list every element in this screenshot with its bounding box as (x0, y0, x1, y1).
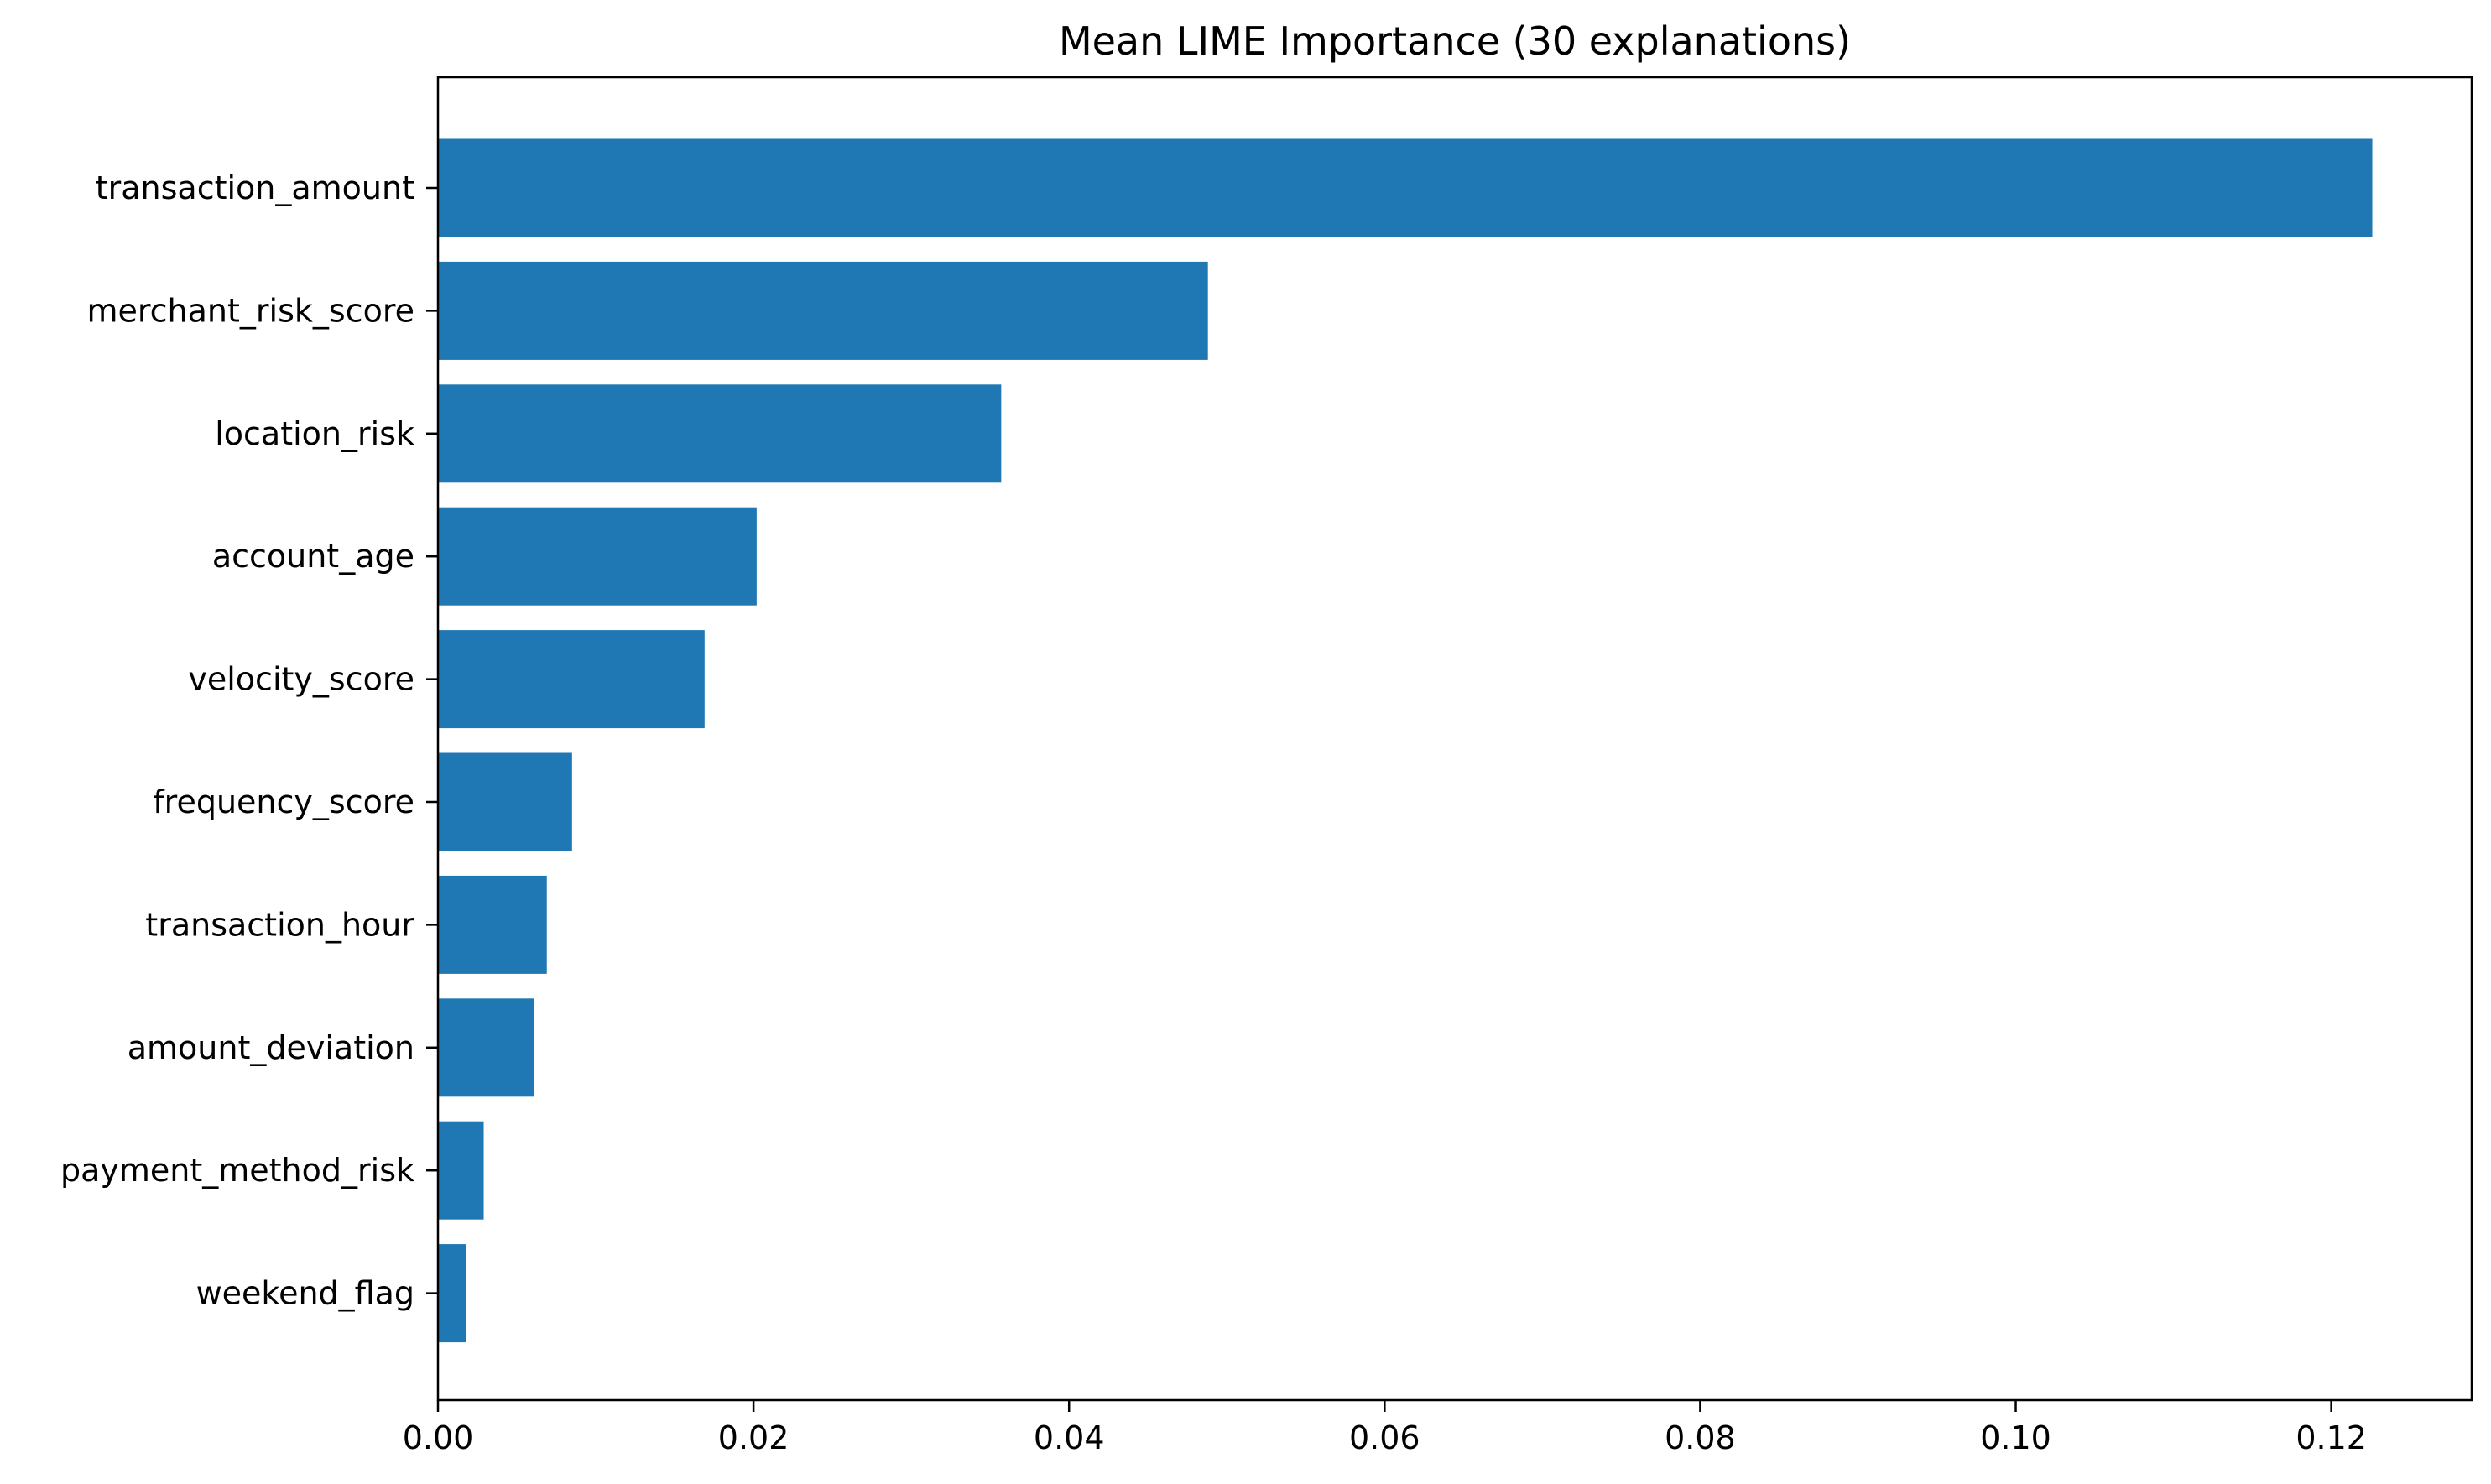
bars-layer (438, 138, 2373, 1343)
x-tick-label: 0.00 (403, 1419, 474, 1456)
y-tick-label: payment_method_risk (60, 1152, 414, 1189)
x-tick-label: 0.08 (1665, 1419, 1736, 1456)
x-tick-label: 0.04 (1034, 1419, 1105, 1456)
y-tick-label: weekend_flag (196, 1275, 414, 1312)
x-tick-label: 0.02 (718, 1419, 790, 1456)
x-axis-ticks: 0.00 0.02 0.04 0.06 0.08 0.10 0.12 (403, 1400, 2367, 1456)
y-tick-label: transaction_amount (96, 169, 414, 206)
y-tick-label: frequency_score (153, 784, 414, 820)
y-tick-label: transaction_hour (145, 906, 414, 943)
bar-weekend-flag (438, 1244, 466, 1343)
bar-account-age (438, 507, 757, 606)
bar-transaction-amount (438, 138, 2373, 237)
bar-location-risk (438, 384, 1002, 483)
y-tick-label: merchant_risk_score (86, 292, 414, 329)
y-tick-label: account_age (212, 538, 414, 575)
y-tick-label: location_risk (215, 415, 414, 452)
bar-transaction-hour (438, 875, 547, 974)
bar-velocity-score (438, 630, 705, 729)
bar-amount-deviation (438, 998, 534, 1097)
x-tick-label: 0.06 (1349, 1419, 1420, 1456)
x-tick-label: 0.10 (1980, 1419, 2051, 1456)
x-tick-label: 0.12 (2296, 1419, 2367, 1456)
plot-frame (436, 76, 2473, 1402)
y-tick-label: amount_deviation (128, 1029, 414, 1066)
y-tick-label: velocity_score (188, 661, 414, 698)
bar-frequency-score (438, 752, 572, 851)
chart-title: Mean LIME Importance (30 explanations) (1059, 18, 1851, 64)
y-axis-ticks: transaction_amount merchant_risk_scoreloc… (60, 169, 438, 1312)
bar-payment-method-risk (438, 1121, 484, 1220)
bar-merchant-risk-score (438, 261, 1208, 360)
